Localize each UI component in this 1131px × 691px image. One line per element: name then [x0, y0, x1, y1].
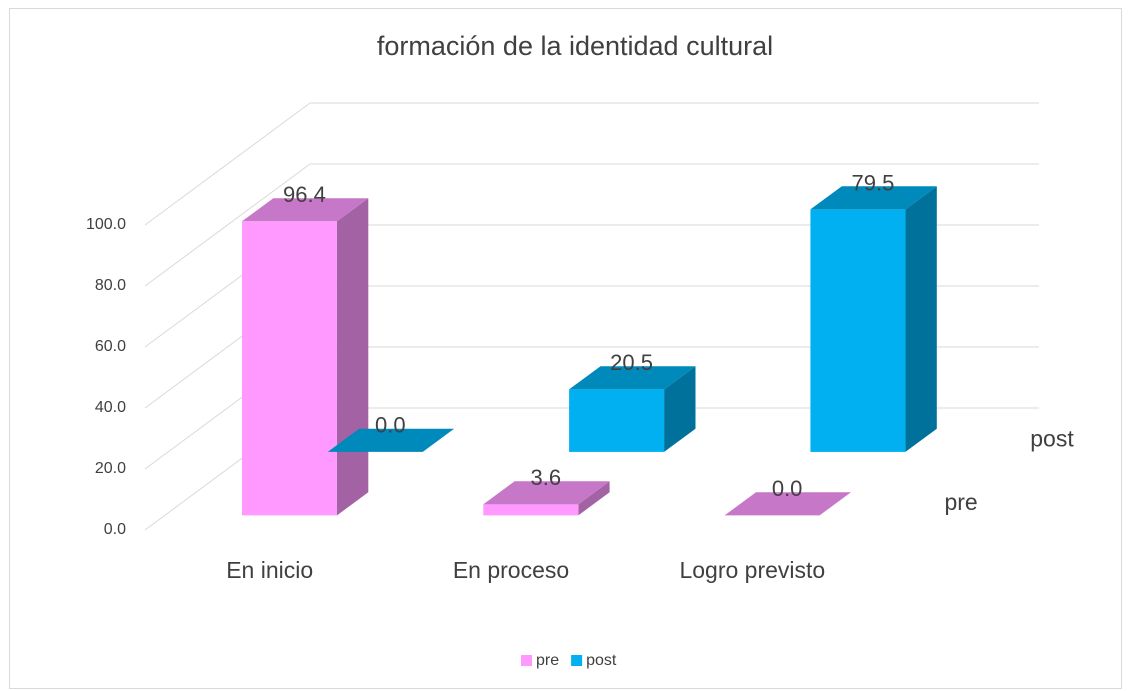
bar-side [578, 481, 610, 516]
y-tick-label: 0.0 [104, 521, 126, 538]
bar-side [664, 366, 696, 452]
data-label: 20.5 [610, 350, 653, 375]
y-tick-label: 60.0 [95, 338, 126, 355]
y-tick-label: 80.0 [95, 277, 126, 294]
bar [241, 221, 337, 516]
y-tick-label: 100.0 [86, 216, 126, 233]
depth-label: pre [944, 489, 977, 515]
bar-top [483, 481, 610, 505]
data-label: 0.0 [772, 476, 803, 501]
grid-line [144, 163, 311, 287]
data-label: 96.4 [283, 182, 326, 207]
legend-label: post [586, 652, 617, 669]
x-tick-label: En proceso [453, 557, 569, 583]
data-label: 79.5 [852, 170, 895, 195]
bar [483, 504, 579, 516]
bar-top [569, 366, 696, 390]
legend-label: pre [536, 652, 559, 669]
bar [810, 209, 906, 452]
bar [569, 389, 665, 452]
grid-line [144, 102, 311, 226]
depth-label: post [1030, 425, 1074, 451]
legend-swatch [521, 655, 532, 666]
chart-border [9, 8, 1122, 689]
data-label: 0.0 [375, 413, 406, 438]
bar-top [327, 428, 455, 452]
legend-swatch [571, 655, 583, 666]
bar-side [337, 198, 369, 516]
chart-title: formación de la identidad cultural [377, 31, 773, 61]
x-tick-label: Logro previsto [679, 557, 825, 583]
data-label: 3.6 [531, 465, 562, 490]
x-tick-label: En inicio [226, 557, 313, 583]
y-tick-label: 40.0 [95, 399, 126, 416]
bar-top [810, 186, 937, 210]
bar-side [905, 186, 937, 452]
bar-top [242, 198, 369, 222]
bar-top [724, 492, 851, 516]
y-tick-label: 20.0 [95, 460, 126, 477]
